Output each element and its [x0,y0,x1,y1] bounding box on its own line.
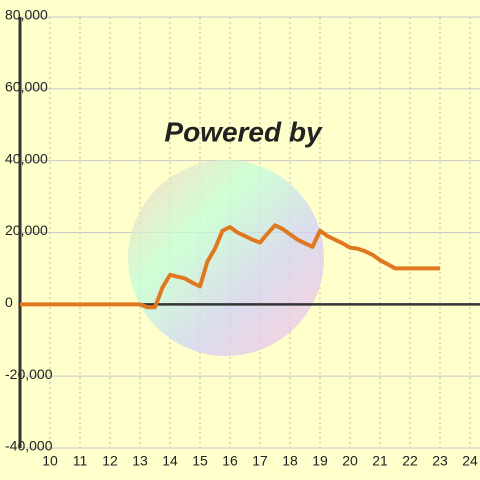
x-tick-label: 17 [252,453,268,469]
watermark-text: Powered by [164,116,323,147]
y-tick-label: -40,000 [5,438,53,454]
x-tick-label: 15 [192,453,208,469]
y-tick-label: 80,000 [5,7,48,23]
x-tick-label: 16 [222,453,238,469]
y-tick-label: 40,000 [5,150,48,166]
x-tick-label: 20 [342,453,358,469]
x-tick-label: 18 [282,453,298,469]
x-tick-label: 23 [432,453,448,469]
y-tick-label: 20,000 [5,222,48,238]
x-tick-label: 19 [312,453,328,469]
x-tick-label: 24 [462,453,478,469]
data-line [20,223,441,310]
y-tick-label: 0 [5,294,13,310]
x-tick-label: 21 [372,453,388,469]
x-tick-label: 11 [73,453,88,469]
x-tick-label: 13 [132,453,148,469]
x-tick-label: 14 [162,453,178,469]
x-tick-label: 10 [42,453,58,469]
y-tick-label: -20,000 [5,366,53,382]
x-tick-label: 12 [102,453,118,469]
watermark-logo [128,160,324,356]
x-tick-label: 22 [402,453,418,469]
y-tick-label: 60,000 [5,79,48,95]
